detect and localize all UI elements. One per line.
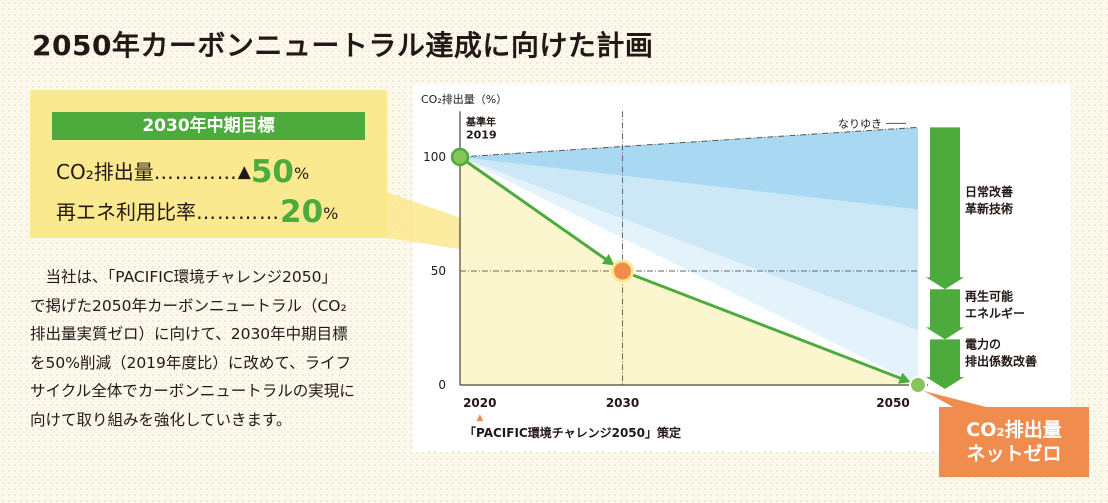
target-heading: 2030年中期目標 [52,112,365,140]
x-tick-label: 2030 [606,396,639,410]
page-title: 2050年カーボンニュートラル達成に向けた計画 [32,29,654,62]
target-value: 20 [280,194,324,230]
badge-line: ネットゼロ [966,443,1062,465]
target-value: 50 [250,154,294,190]
band-label: 排出係数改善 [965,354,1037,369]
reduction-category-arrow [926,339,964,389]
paragraph-line: 当社は、「PACIFIC環境チャレンジ2050」 [30,268,337,286]
x-tick-label: 2050 [876,396,909,410]
leader-dots: ………… [196,200,280,224]
paragraph-line: サイクル全体でカーボンニュートラルの実現に [30,382,355,400]
y-tick-label: 0 [438,378,446,392]
paragraph-line: を50%削減（2019年度比）に改めて、ライフ [30,353,352,372]
y-tick-label: 100 [423,150,446,164]
mid-term-target-box: 2030年中期目標 CO₂排出量…………▲50% 再エネ利用比率…………20% [30,90,387,238]
reduction-triangle-icon: ▲ [237,162,251,182]
annotation-2020: 「PACIFIC環境チャレンジ2050」策定 [464,425,681,440]
band-label: 革新技術 [965,201,1013,216]
plan-line-segment [459,155,608,261]
reduction-band [460,127,918,210]
leader-dots: ………… [153,160,238,184]
annotation-triangle-icon: ▲ [476,413,483,423]
reduction-bands [460,127,918,386]
band-label: 日常改善 [965,184,1013,199]
badge-line: CO₂排出量 [966,419,1062,441]
description-paragraph: 当社は、「PACIFIC環境チャレンジ2050」 で掲げた2050年カーボンニュ… [30,263,400,434]
y-tick-label: 50 [431,264,446,278]
reduction-category-arrows [926,127,964,389]
target-row-renewable: 再エネ利用比率…………20% [56,194,338,230]
data-point-2019 [450,147,470,167]
plan-line-segment [621,269,902,380]
target-label: 再エネ利用比率 [56,200,196,224]
target-unit: % [293,164,310,183]
target-label: CO₂排出量 [56,160,154,184]
band-label: 再生可能 [965,289,1013,304]
plan-arrowhead [601,254,615,266]
baseline-label: 基準年 [465,115,496,128]
band-label: エネルギー [965,306,1025,321]
badge-pointer [924,391,990,408]
x-tick-label: 2020 [463,396,496,410]
paragraph-line: 排出量実質ゼロ）に向けて、2030年中期目標 [30,325,348,343]
data-point-2030 [611,259,635,283]
baseline-year: 2019 [466,128,497,141]
reduction-category-arrow [926,127,964,290]
bau-series-line [459,126,919,158]
target-unit: % [323,204,339,223]
paragraph-line: で掲げた2050年カーボンニュートラル（CO₂ [30,296,347,315]
target-row-co2: CO₂排出量…………▲50% [56,154,309,190]
reduction-category-arrow [926,289,964,340]
plan-area-fill [460,157,918,385]
paragraph-line: 向けて取り組みを強化していきます。 [30,410,292,429]
band-label: 電力の [965,337,1001,352]
net-zero-badge: CO₂排出量 ネットゼロ [939,407,1089,477]
bau-series-label: なりゆき [838,117,882,130]
y-axis-label: CO₂排出量（%） [421,92,507,106]
data-point-2050 [909,376,927,394]
plan-arrowhead [898,372,911,384]
